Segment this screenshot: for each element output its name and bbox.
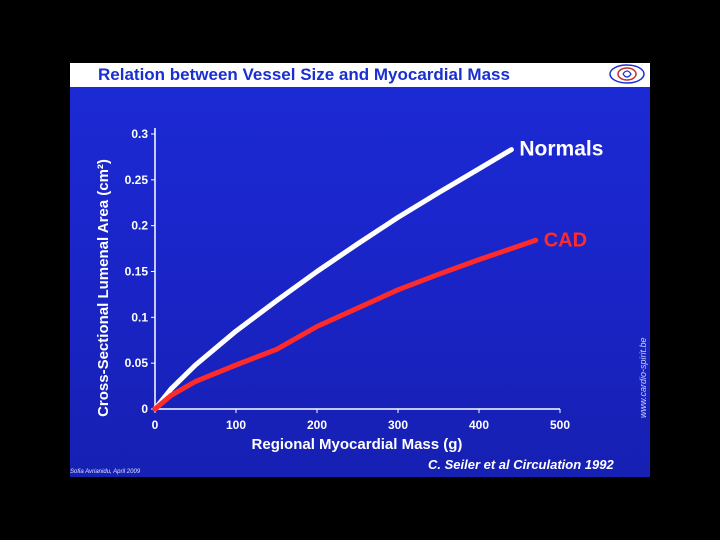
slide: Relation between Vessel Size and Myocard…: [70, 63, 650, 477]
series-label-cad: CAD: [544, 229, 587, 251]
y-tick-label: 0: [141, 402, 148, 416]
line-chart: 00.050.10.150.20.250.3 0 100 200 300 400 500 …: [95, 127, 603, 453]
x-axis-label: Regional Myocardial Mass (g): [252, 436, 463, 453]
title-bar: Relation between Vessel Size and Myocard…: [70, 63, 650, 87]
chart-title: Relation between Vessel Size and Myocard…: [98, 65, 510, 84]
series-line-normals: [152, 147, 514, 412]
x-tick-label: 400: [469, 418, 489, 432]
y-axis-label: Cross-Sectional Lumenal Area (cm²): [95, 159, 112, 417]
y-tick-label: 0.3: [131, 127, 148, 141]
y-tick-label: 0.1: [131, 310, 148, 324]
y-tick-label: 0.25: [125, 173, 149, 187]
x-tick-label: 500: [550, 418, 570, 432]
x-tick-label: 200: [307, 418, 327, 432]
series-line-cad: [152, 237, 539, 412]
y-tick-label: 0.2: [131, 219, 148, 233]
side-url: www.cardio-spirit.be: [638, 337, 648, 418]
x-tick-label: 100: [226, 418, 246, 432]
society-logo-icon: [609, 64, 645, 84]
footnote: Sofia Avrianidu, April 2009: [70, 469, 141, 475]
citation-credit: C. Seiler et al Circulation 1992: [428, 457, 614, 472]
y-tick-label: 0.15: [125, 265, 149, 279]
series-label-normals: Normals: [519, 138, 603, 161]
x-tick-label: 300: [388, 418, 408, 432]
x-tick-label: 0: [152, 418, 159, 432]
y-tick-label: 0.05: [125, 356, 149, 370]
